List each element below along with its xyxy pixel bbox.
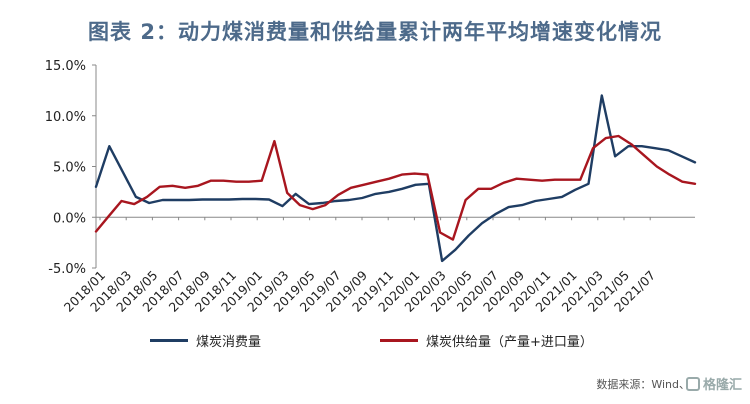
watermark-logo-icon: [685, 376, 700, 391]
y-tick-label: 10.0%: [45, 110, 86, 125]
y-tick-label: 0.0%: [53, 211, 86, 226]
watermark: 格隆汇: [685, 374, 742, 393]
legend-label-supply: 煤炭供给量（产量+进口量）: [426, 335, 593, 350]
y-tick-label: 5.0%: [53, 161, 86, 176]
chart-title: 图表 2：动力煤消费量和供给量累计两年平均增速变化情况: [88, 20, 662, 44]
legend-label-consumption: 煤炭消费量: [196, 335, 262, 350]
series-line-supply: [94, 134, 697, 241]
legend: 煤炭消费量 煤炭供给量（产量+进口量）: [150, 331, 710, 351]
y-tick-label: 15.0%: [45, 59, 86, 74]
legend-swatch-supply: [380, 339, 418, 342]
legend-swatch-consumption: [150, 339, 188, 342]
legend-item-supply: 煤炭供给量（产量+进口量）: [380, 331, 593, 350]
data-source-note: 数据来源：Wind、: [596, 378, 690, 391]
series-line-consumption: [94, 94, 697, 263]
watermark-text: 格隆汇: [702, 378, 742, 393]
y-tick-label: -5.0%: [48, 262, 86, 277]
legend-item-consumption: 煤炭消费量: [150, 331, 261, 350]
